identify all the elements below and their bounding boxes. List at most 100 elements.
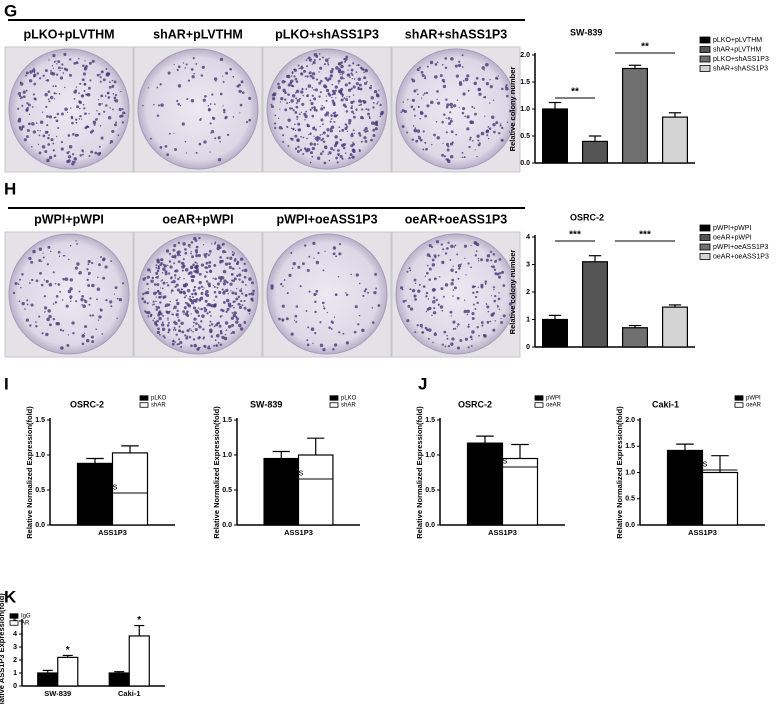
colony xyxy=(342,332,345,335)
colony xyxy=(52,271,55,274)
colony xyxy=(307,124,311,128)
colony xyxy=(155,266,158,269)
colony xyxy=(75,118,78,121)
colony xyxy=(444,57,448,60)
colony xyxy=(157,327,160,331)
colony xyxy=(335,156,338,160)
colony xyxy=(352,115,356,119)
colony xyxy=(348,64,351,67)
colony xyxy=(225,71,229,75)
colony xyxy=(176,68,179,72)
y-tick-label: 0.0 xyxy=(35,522,45,529)
colony xyxy=(52,85,55,88)
colony xyxy=(69,297,72,300)
colony xyxy=(42,256,45,259)
colony xyxy=(153,321,157,325)
colony xyxy=(190,241,194,244)
colony xyxy=(56,112,60,116)
colony xyxy=(48,314,52,319)
colony xyxy=(78,57,80,60)
y-tick-label: 0.5 xyxy=(625,496,635,503)
colony xyxy=(322,140,326,144)
colony xyxy=(308,59,312,62)
colony xyxy=(231,330,236,334)
colony xyxy=(339,154,343,159)
colony xyxy=(440,287,444,291)
colony xyxy=(215,333,220,338)
colony xyxy=(413,294,417,298)
colony xyxy=(506,94,509,98)
colony xyxy=(365,108,368,110)
colony xyxy=(485,82,490,86)
colony xyxy=(49,95,54,100)
colony xyxy=(64,107,68,111)
colony xyxy=(492,286,496,289)
colony xyxy=(471,312,475,316)
colony xyxy=(47,309,51,313)
colony xyxy=(457,323,460,326)
colony xyxy=(48,115,53,119)
colony xyxy=(153,103,155,106)
colony xyxy=(306,75,309,78)
colony xyxy=(81,294,85,298)
colony xyxy=(96,298,98,301)
colony xyxy=(71,162,75,166)
colony xyxy=(61,63,64,66)
colony xyxy=(309,161,312,164)
colony xyxy=(46,130,49,134)
colony xyxy=(294,314,298,318)
colony xyxy=(94,151,98,155)
colony xyxy=(500,138,504,142)
panel-label: J xyxy=(418,374,427,393)
colony xyxy=(320,80,323,83)
colony xyxy=(416,68,420,72)
colony xyxy=(352,129,355,132)
x-tick-label: ASS1P3 xyxy=(688,528,717,537)
colony xyxy=(489,102,491,104)
colony xyxy=(157,104,161,107)
colony xyxy=(370,96,374,100)
colony xyxy=(419,138,423,142)
colony xyxy=(448,122,452,126)
colony xyxy=(330,327,333,330)
colony xyxy=(486,134,489,137)
colony xyxy=(485,303,488,305)
x-tick-label: SW-839 xyxy=(44,689,71,698)
colony xyxy=(311,76,315,80)
colony xyxy=(198,298,202,302)
colony xyxy=(338,130,341,133)
colony xyxy=(83,107,86,110)
colony xyxy=(176,99,179,103)
colony xyxy=(232,116,235,118)
colony xyxy=(481,324,484,327)
colony xyxy=(194,261,197,264)
colony xyxy=(433,296,436,299)
colony xyxy=(90,335,94,339)
colony xyxy=(21,273,24,276)
colony xyxy=(97,98,100,101)
colony xyxy=(274,126,277,130)
colony xyxy=(53,98,56,100)
colony xyxy=(335,255,338,258)
colony xyxy=(19,97,22,100)
colony xyxy=(412,125,415,127)
colony xyxy=(161,271,164,274)
colony xyxy=(48,134,50,136)
colony xyxy=(117,134,120,137)
colony xyxy=(321,301,325,305)
colony xyxy=(185,294,188,297)
colony xyxy=(434,256,437,259)
colony xyxy=(163,264,167,268)
colony xyxy=(79,107,81,110)
colony xyxy=(155,271,159,275)
annotation: ns xyxy=(294,467,304,477)
colony xyxy=(307,56,311,60)
colony xyxy=(475,290,479,294)
colony xyxy=(38,151,42,155)
colony xyxy=(233,300,236,303)
colony xyxy=(96,110,98,112)
colony xyxy=(160,280,162,282)
plate-label: pLKO+pLVTHM xyxy=(23,27,114,41)
colony xyxy=(170,277,173,280)
colony xyxy=(450,118,453,120)
